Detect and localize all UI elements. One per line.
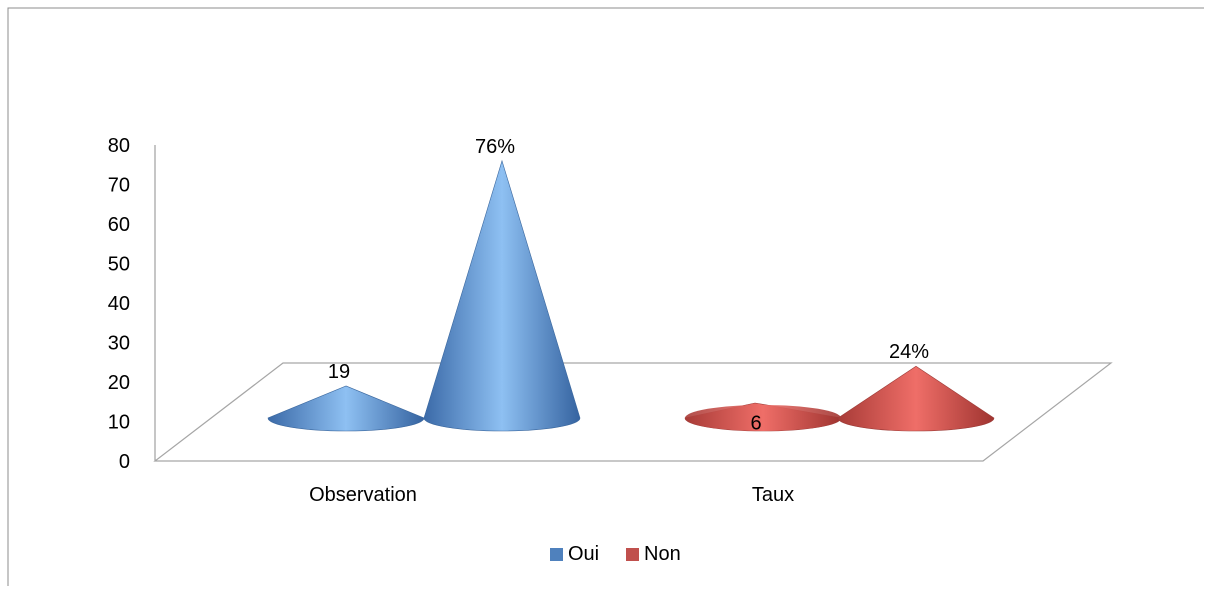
y-tick-label: 30 [108,333,130,355]
x-category-label: Observation [309,484,417,506]
y-tick-label: 60 [108,214,130,236]
x-axis-categories: Observation Taux [309,484,794,506]
cone-oui-taux [423,159,581,432]
y-tick-label: 40 [108,293,130,315]
y-tick-label: 70 [108,175,130,197]
y-tick-label: 80 [108,135,130,157]
x-category-label: Taux [752,484,794,506]
data-label-oui-observation: 19 [328,361,350,383]
data-label-non-observation: 6 [750,412,761,434]
cone-oui-observation [267,385,425,432]
data-label-oui-taux: 76% [475,136,515,158]
legend: Oui Non [550,543,681,565]
y-tick-label: 50 [108,254,130,276]
legend-label-oui: Oui [568,543,599,565]
floor-plane [153,362,1113,462]
y-tick-label: 20 [108,372,130,394]
data-label-non-taux: 24% [889,341,929,363]
data-labels: 19 76% 6 24% [328,136,929,434]
cone-non-taux [837,365,995,432]
legend-swatch-non [626,548,639,561]
cone-non-observation [684,402,842,432]
y-axis-ticks: 0 10 20 30 40 50 60 70 80 [108,135,130,473]
y-tick-label: 0 [119,451,130,473]
y-tick-label: 10 [108,412,130,434]
legend-swatch-oui [550,548,563,561]
plot-area [267,159,995,432]
chart-border [7,7,1204,586]
legend-label-non: Non [644,543,681,565]
